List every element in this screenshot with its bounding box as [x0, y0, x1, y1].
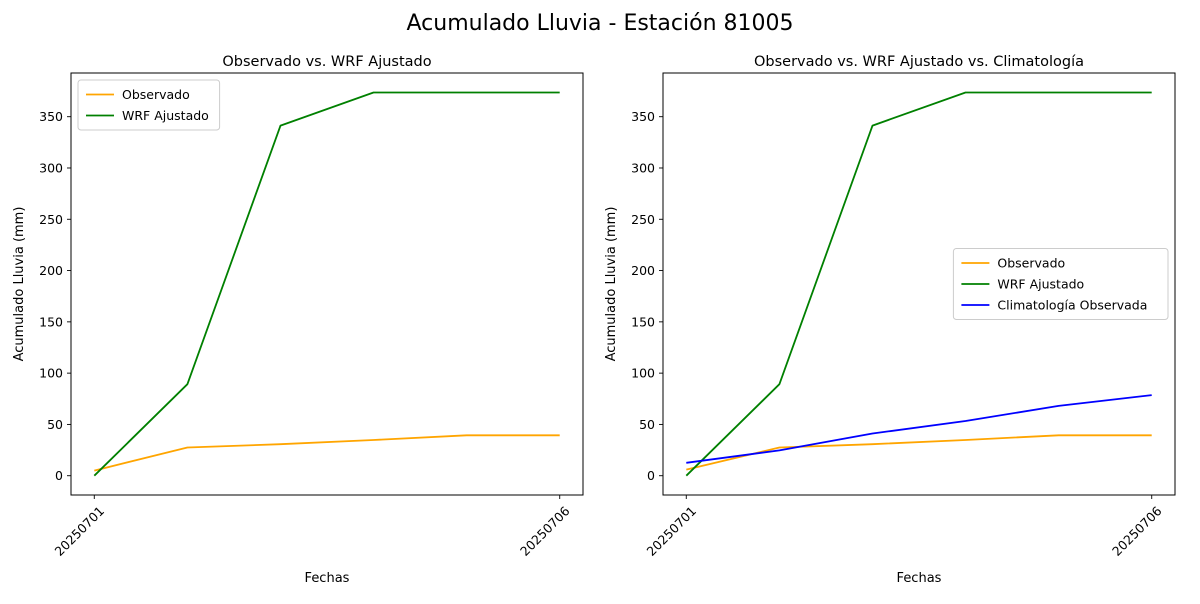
y-tick-label: 300 — [39, 160, 63, 175]
y-tick-label: 0 — [647, 468, 655, 483]
y-tick-label: 150 — [39, 314, 63, 329]
series-line — [686, 394, 1152, 464]
y-tick-label: 250 — [39, 212, 63, 227]
series-line — [93, 91, 560, 477]
x-axis-label: Fechas — [897, 571, 942, 586]
y-tick-label: 350 — [39, 109, 63, 124]
y-axis-label: Acumulado Lluvia (mm) — [12, 207, 27, 362]
y-tick-label: 50 — [47, 417, 63, 432]
chart-1: Observado vs. WRF Ajustado 0 50 100 150 200 25… — [12, 54, 584, 586]
legend-label: Climatología Observada — [997, 298, 1147, 313]
series-line — [94, 434, 560, 472]
figure-suptitle: Acumulado Lluvia - Estación 81005 — [407, 11, 794, 36]
x-axis-label: Fechas — [305, 571, 350, 586]
x-tick-label: 20250706 — [1109, 503, 1165, 559]
legend: Observado WRF Ajustado — [77, 79, 221, 131]
plot-frame — [70, 72, 584, 496]
y-tick-label: 300 — [631, 160, 655, 175]
legend: Observado WRF Ajustado Climatología Observ… — [952, 248, 1169, 320]
chart-2: Observado vs. WRF Ajustado vs. Climatolo… — [604, 54, 1176, 586]
y-tick-label: 0 — [55, 468, 63, 483]
y-tick-label: 200 — [39, 263, 63, 278]
legend-frame — [77, 79, 221, 131]
y-tick-label: 100 — [39, 366, 63, 381]
x-tick-label: 20250701 — [52, 503, 108, 559]
chart-title: Observado vs. WRF Ajustado vs. Climatolo… — [754, 54, 1084, 70]
y-axis-label: Acumulado Lluvia (mm) — [604, 207, 619, 362]
legend-label: WRF Ajustado — [997, 277, 1084, 292]
x-tick-label: 20250701 — [644, 503, 700, 559]
legend-frame — [952, 248, 1169, 320]
chart-title: Observado vs. WRF Ajustado — [222, 54, 431, 70]
x-tick-label: 20250706 — [517, 503, 573, 559]
series-line — [685, 91, 1152, 477]
legend-label: WRF Ajustado — [122, 108, 209, 123]
y-tick-label: 350 — [631, 109, 655, 124]
y-tick-label: 200 — [631, 263, 655, 278]
y-tick-label: 250 — [631, 212, 655, 227]
plot-frame — [662, 72, 1176, 496]
legend-label: Observado — [997, 256, 1065, 271]
y-tick-label: 100 — [631, 366, 655, 381]
legend-label: Observado — [122, 87, 190, 102]
series-line — [686, 434, 1152, 471]
y-tick-label: 150 — [631, 314, 655, 329]
y-tick-label: 50 — [639, 417, 655, 432]
